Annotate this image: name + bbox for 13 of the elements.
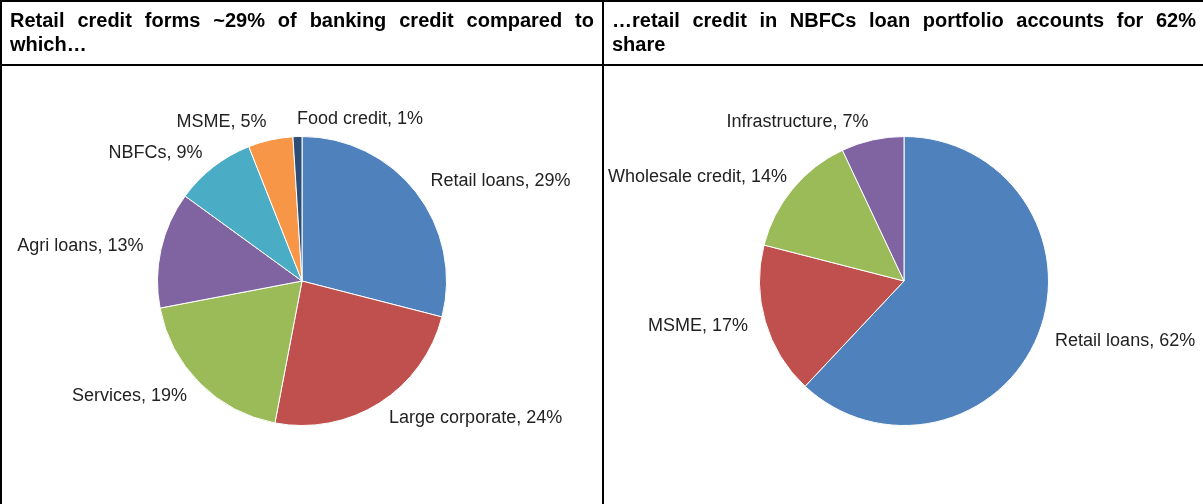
slice-label: Retail loans, 62% [1055,329,1196,350]
slice-label: MSME, 17% [647,315,748,336]
slice-label: Infrastructure, 7% [726,111,869,132]
slice-label: NBFCs, 9% [108,141,203,162]
slice-label: MSME, 5% [176,111,267,132]
slice-label: Retail loans, 29% [430,170,571,191]
chart-title: …retail credit in NBFCs loan portfolio accounts for 62% share [604,0,1203,66]
slice-label: Services, 19% [72,384,188,405]
slice-label: Food credit, 1% [296,107,423,128]
slice-label: Large corporate, 24% [389,407,563,428]
slice-label: Wholesale credit, 14% [608,166,788,187]
slice-label: Agri loans, 13% [17,234,144,255]
chart-title: Retail credit forms ~29% of banking credit compared to which… [2,0,602,66]
